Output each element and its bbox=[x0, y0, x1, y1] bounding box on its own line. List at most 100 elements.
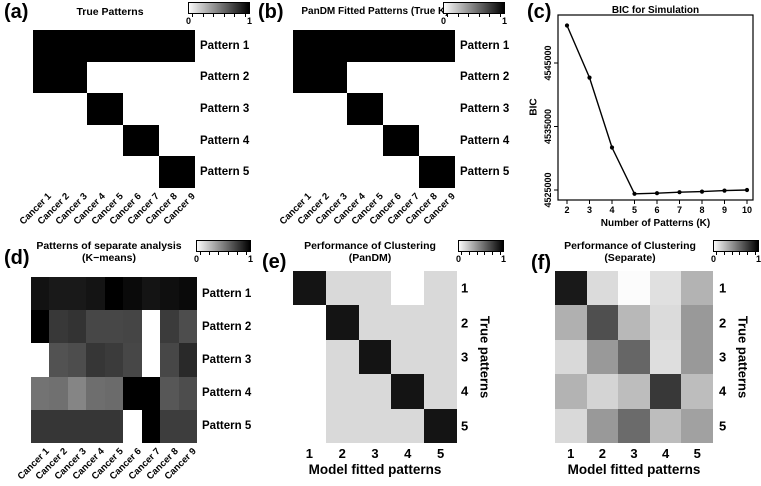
heatmap-cell bbox=[293, 93, 311, 125]
y-tick-label: 1 bbox=[719, 280, 727, 296]
heatmap-cell bbox=[160, 409, 179, 443]
heatmap-cell bbox=[160, 343, 179, 377]
heatmap-cell bbox=[123, 124, 141, 157]
heatmap-cell bbox=[555, 374, 587, 409]
colorbar-ticks bbox=[443, 14, 505, 17]
row-label: Pattern 2 bbox=[200, 71, 250, 84]
heatmap-cell bbox=[383, 156, 401, 188]
colorbar-min-label: 0 bbox=[456, 254, 462, 264]
heatmap-cell bbox=[31, 409, 50, 443]
y-tick-label: 5 bbox=[719, 418, 727, 434]
heatmap-cell bbox=[141, 277, 161, 311]
x-tick-label: 2 bbox=[338, 446, 346, 461]
data-point bbox=[654, 191, 660, 196]
heatmap-cell bbox=[87, 61, 105, 94]
row-label: Pattern 2 bbox=[460, 71, 510, 84]
x-tick-label: 5 bbox=[436, 446, 445, 461]
heatmap-cell bbox=[347, 156, 365, 188]
y-axis-label-e: True patterns bbox=[477, 315, 493, 399]
row-label: Pattern 5 bbox=[460, 166, 510, 179]
heatmap-cell bbox=[311, 156, 329, 188]
heatmap-cell bbox=[365, 124, 383, 157]
row-label: Pattern 3 bbox=[460, 103, 510, 115]
heatmap-cell bbox=[365, 93, 383, 125]
heatmap-cell bbox=[649, 305, 682, 340]
plot-box bbox=[557, 14, 754, 201]
heatmap-cell bbox=[311, 30, 329, 62]
data-point bbox=[677, 190, 682, 195]
y-tick-label: 2 bbox=[461, 315, 469, 331]
heatmap-cell bbox=[358, 305, 392, 340]
heatmap-cell bbox=[87, 93, 105, 125]
heatmap-cell bbox=[51, 93, 69, 125]
heatmap-cell bbox=[33, 124, 51, 157]
heatmap-cell bbox=[586, 339, 619, 375]
heatmap-cell bbox=[649, 339, 682, 375]
heatmap-cell bbox=[347, 30, 365, 62]
heatmap-cell bbox=[424, 408, 457, 443]
row-label: Pattern 1 bbox=[460, 39, 510, 52]
x-axis-label-f: Model fitted patterns bbox=[567, 462, 701, 477]
x-tick-label: 3 bbox=[630, 446, 638, 461]
x-tick-label: 10 bbox=[742, 205, 752, 215]
x-tick-label: 3 bbox=[371, 446, 379, 461]
heatmap-cell bbox=[178, 343, 197, 377]
heatmap-cell bbox=[365, 156, 383, 188]
heatmap-cell bbox=[141, 30, 159, 62]
heatmap-cell bbox=[293, 339, 326, 375]
data-point bbox=[722, 188, 727, 193]
heatmap-cell bbox=[49, 277, 68, 311]
heatmap-cell bbox=[391, 408, 425, 443]
colorbar-max-label: 1 bbox=[500, 254, 506, 264]
x-tick-label: 3 bbox=[587, 205, 592, 215]
data-point bbox=[609, 145, 615, 150]
y-tick-label: 4545000 bbox=[543, 45, 553, 80]
x-tick-label: 1 bbox=[305, 446, 314, 461]
heatmap-cell bbox=[347, 124, 365, 157]
heatmap-cell bbox=[419, 30, 437, 62]
heatmap-cell bbox=[293, 408, 326, 443]
colorbar-max-label: 1 bbox=[501, 16, 507, 26]
colorbar-gradient-icon bbox=[196, 240, 251, 252]
heatmap-cell bbox=[141, 376, 161, 410]
heatmap-cell bbox=[311, 61, 329, 94]
heatmap-cell bbox=[424, 305, 457, 340]
heatmap-cell bbox=[555, 339, 587, 375]
heatmap-cell bbox=[178, 277, 197, 311]
heatmap-d bbox=[31, 277, 197, 443]
row-label: Pattern 1 bbox=[200, 39, 250, 52]
heatmap-cell bbox=[383, 30, 401, 62]
heatmap-cell bbox=[104, 277, 124, 311]
heatmap-cell bbox=[141, 409, 161, 443]
panel-title-e-line1: Performance of Clustering bbox=[304, 240, 436, 252]
heatmap-cell bbox=[86, 310, 105, 344]
heatmap-cell bbox=[177, 30, 195, 62]
heatmap-cell bbox=[401, 30, 419, 62]
heatmap-cell bbox=[123, 343, 142, 377]
heatmap-cell bbox=[649, 408, 682, 443]
heatmap-cell bbox=[123, 30, 141, 62]
heatmap-cell bbox=[104, 343, 124, 377]
y-tick-label: 4535000 bbox=[543, 109, 553, 144]
heatmap-cell bbox=[293, 61, 311, 94]
heatmap-cell bbox=[681, 339, 713, 375]
heatmap-cell bbox=[51, 61, 69, 94]
heatmap-cell bbox=[123, 61, 141, 94]
heatmap-cell bbox=[681, 408, 713, 443]
heatmap-cell bbox=[401, 93, 419, 125]
heatmap-cell bbox=[383, 61, 401, 94]
heatmap-cell bbox=[87, 30, 105, 62]
heatmap-cell bbox=[555, 271, 587, 306]
row-label: Pattern 5 bbox=[200, 166, 250, 179]
heatmap-cell bbox=[31, 277, 50, 311]
heatmap-cell bbox=[123, 310, 142, 344]
heatmap-cell bbox=[177, 93, 195, 125]
colorbar-gradient-icon bbox=[458, 240, 504, 252]
colorbar-ticks bbox=[188, 14, 250, 17]
heatmap-cell bbox=[67, 277, 87, 311]
heatmap-cell bbox=[49, 310, 68, 344]
x-tick-label: 7 bbox=[677, 205, 682, 215]
